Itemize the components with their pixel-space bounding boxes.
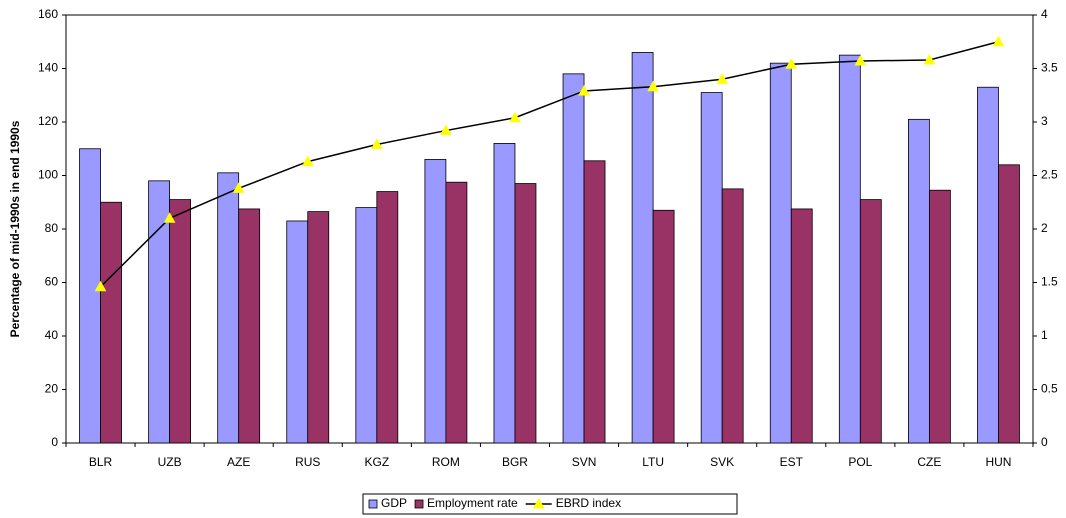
line-marker — [163, 212, 176, 223]
line — [100, 41, 999, 288]
y-tick-label: 40 — [45, 328, 59, 342]
bar — [355, 207, 378, 444]
y2-tick-label: 1.5 — [1041, 275, 1058, 289]
x-tick-label: CZE — [917, 455, 941, 469]
y-axis-label: Percentage of mid-1990s in end 1990s — [8, 120, 22, 337]
bar — [307, 211, 330, 444]
bar — [907, 118, 930, 444]
y-tick-label: 160 — [38, 7, 58, 21]
y2-tick-label: 0 — [1041, 435, 1048, 449]
x-tick-label: EST — [780, 455, 804, 469]
bar — [79, 148, 101, 444]
line-marker — [854, 54, 867, 66]
bar — [217, 172, 240, 444]
x-tick-label: BLR — [89, 455, 113, 469]
bar — [169, 199, 192, 444]
legend-label: EBRD index — [556, 496, 621, 510]
line-marker — [647, 80, 659, 92]
y2-tick-label: 0.5 — [1041, 382, 1058, 396]
legend-swatch — [414, 499, 424, 509]
line-marker — [785, 58, 798, 69]
bar — [238, 208, 261, 444]
bar — [493, 142, 516, 444]
legend-swatch — [368, 499, 378, 509]
y-tick-label: 60 — [45, 275, 59, 289]
x-tick-label: BGR — [502, 455, 528, 469]
y-tick-label: 140 — [38, 61, 58, 75]
line-marker — [301, 155, 314, 167]
y2-tick-label: 3 — [1041, 114, 1048, 128]
y2-tick-label: 3.5 — [1041, 61, 1058, 75]
bar — [977, 86, 999, 444]
bar — [790, 208, 813, 444]
bar — [376, 191, 399, 444]
y2-tick-label: 1 — [1041, 328, 1048, 342]
bar — [838, 54, 861, 444]
bar — [998, 164, 1020, 444]
legend-label: GDP — [381, 496, 407, 510]
bar — [514, 183, 537, 444]
bar — [928, 189, 951, 444]
x-tick-label: AZE — [227, 455, 250, 469]
bar — [583, 160, 606, 444]
y-tick-label: 20 — [45, 382, 59, 396]
bar — [286, 220, 309, 444]
line-marker — [923, 53, 936, 65]
y2-tick-label: 2 — [1041, 221, 1048, 235]
x-tick-label: SVN — [572, 455, 597, 469]
x-tick-label: KGZ — [364, 455, 389, 469]
x-tick-label: RUS — [295, 455, 320, 469]
legend-marker — [532, 497, 545, 509]
bar — [859, 199, 882, 444]
bar — [700, 92, 723, 444]
line-marker — [578, 84, 590, 96]
x-tick-label: LTU — [642, 455, 664, 469]
y-tick-label: 100 — [38, 168, 58, 182]
y2-tick-label: 2.5 — [1041, 168, 1058, 182]
line-marker — [716, 73, 729, 84]
bar — [769, 62, 792, 444]
bar — [652, 209, 675, 444]
y-tick-label: 0 — [51, 435, 58, 449]
line-marker — [509, 111, 521, 123]
bar — [424, 159, 447, 444]
line-marker — [992, 35, 1005, 47]
bar — [631, 52, 654, 444]
bar — [721, 188, 744, 444]
bar — [562, 73, 585, 444]
x-tick-label: POL — [848, 455, 872, 469]
bar — [100, 201, 122, 444]
line-marker — [232, 182, 245, 193]
line-marker — [440, 124, 452, 136]
y2-tick-label: 4 — [1041, 7, 1048, 21]
line-marker — [370, 138, 383, 149]
legend-label: Employment rate — [427, 496, 518, 510]
line-marker — [94, 280, 107, 292]
x-tick-label: SVK — [710, 455, 734, 469]
y-tick-label: 120 — [38, 114, 58, 128]
bar — [445, 181, 468, 444]
x-tick-label: UZB — [158, 455, 182, 469]
x-tick-label: HUN — [985, 455, 1011, 469]
y-tick-label: 80 — [45, 221, 59, 235]
x-tick-label: ROM — [432, 455, 460, 469]
